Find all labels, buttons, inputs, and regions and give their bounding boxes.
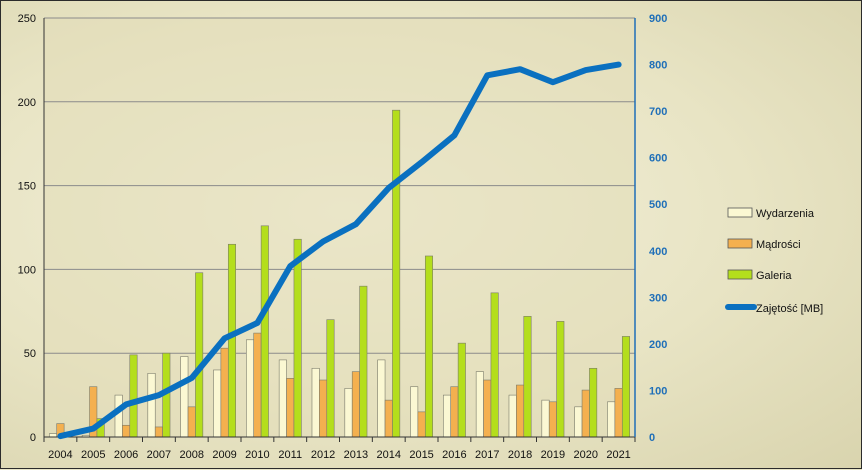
x-tick-label: 2021 [606,449,630,461]
x-tick-label: 2017 [475,449,499,461]
bar-mądrości [614,388,623,438]
bar-galeria [490,292,499,438]
x-tick-label: 2016 [442,449,466,461]
bar-wydarzenia [508,394,517,438]
x-tick-label: 2013 [344,449,368,461]
bar-mądrości [154,426,163,438]
bar-galeria [260,225,269,438]
bar-mądrości [351,371,360,438]
x-tick-label: 2006 [114,449,138,461]
line-zajetosc [57,61,622,440]
right-tick-label: 500 [649,199,667,211]
bar-wydarzenia [344,388,353,438]
bar-mądrości [516,384,525,438]
legend-label: Mądrości [756,239,801,251]
right-tick-label: 600 [649,153,667,165]
right-tick-label: 400 [649,246,667,258]
bar-wydarzenia [541,399,550,438]
left-tick-label: 100 [18,264,36,276]
bar-wydarzenia [246,339,255,438]
x-tick-label: 2009 [212,449,236,461]
right-tick-label: 800 [649,60,667,72]
x-tick-label: 2011 [278,449,302,461]
bar-galeria [589,367,598,438]
bar-mądrości [581,389,590,438]
x-tick-label: 2010 [245,449,269,461]
bar-mądrości [384,399,393,438]
x-tick-label: 2012 [311,449,335,461]
right-tick-label: 100 [649,385,667,397]
legend-label: Wydarzenia [756,208,815,220]
left-tick-label: 150 [18,181,36,193]
right-tick-label: 0 [649,432,655,444]
x-tick-label: 2008 [180,449,204,461]
bar-galeria [523,316,532,438]
bar-wydarzenia [311,367,320,438]
bar-galeria [424,255,433,438]
bar-wydarzenia [475,371,484,438]
left-tick-label: 0 [30,432,36,444]
bar-mądrości [319,379,328,438]
x-tick-label: 2004 [48,449,72,461]
legend-swatch-mądrości [727,238,753,249]
bar-mądrości [286,378,295,438]
plot-area [44,18,635,437]
x-tick-label: 2007 [147,449,171,461]
left-tick-label: 50 [24,348,36,360]
bar-wydarzenia [278,359,287,438]
bar-mądrości [187,406,196,438]
legend-label: Zajętość [MB] [756,303,823,315]
bar-mądrości [122,424,131,438]
legend-label: Galeria [756,270,792,282]
bar-mądrości [483,379,492,438]
bar-galeria [359,285,368,438]
right-tick-label: 300 [649,292,667,304]
bar-mądrości [417,411,426,438]
bar-galeria [129,354,138,438]
x-tick-label: 2014 [377,449,401,461]
bar-wydarzenia [213,369,222,438]
bar-mądrości [220,347,229,438]
x-tick-label: 2015 [409,449,433,461]
bar-wydarzenia [377,359,386,438]
left-tick-label: 200 [18,97,36,109]
bar-wydarzenia [410,386,419,438]
bar-wydarzenia [443,394,452,438]
legend-swatch-galeria [727,269,753,280]
bar-galeria [326,319,335,438]
bar-wydarzenia [114,394,123,438]
x-tick-label: 2019 [541,449,565,461]
bar-mądrości [450,386,459,438]
bar-galeria [556,321,565,438]
bar-wydarzenia [49,433,58,438]
left-tick-label: 250 [18,13,36,25]
bar-wydarzenia [574,406,583,438]
bar-galeria [227,243,236,438]
right-tick-label: 700 [649,106,667,118]
bar-galeria [195,272,204,438]
bar-mądrości [548,401,557,438]
bar-mądrości [253,332,262,438]
bar-galeria [293,238,302,438]
x-tick-label: 2005 [81,449,105,461]
x-tick-label: 2018 [508,449,532,461]
bar-wydarzenia [607,401,616,438]
right-tick-label: 200 [649,339,667,351]
bar-galeria [621,336,630,438]
bar-wydarzenia [180,356,189,438]
legend-swatch-wydarzenia [727,207,753,218]
x-tick-label: 2020 [574,449,598,461]
bar-galeria [392,109,401,438]
bar-wydarzenia [147,373,156,438]
bar-galeria [457,342,466,438]
right-tick-label: 900 [649,13,667,25]
